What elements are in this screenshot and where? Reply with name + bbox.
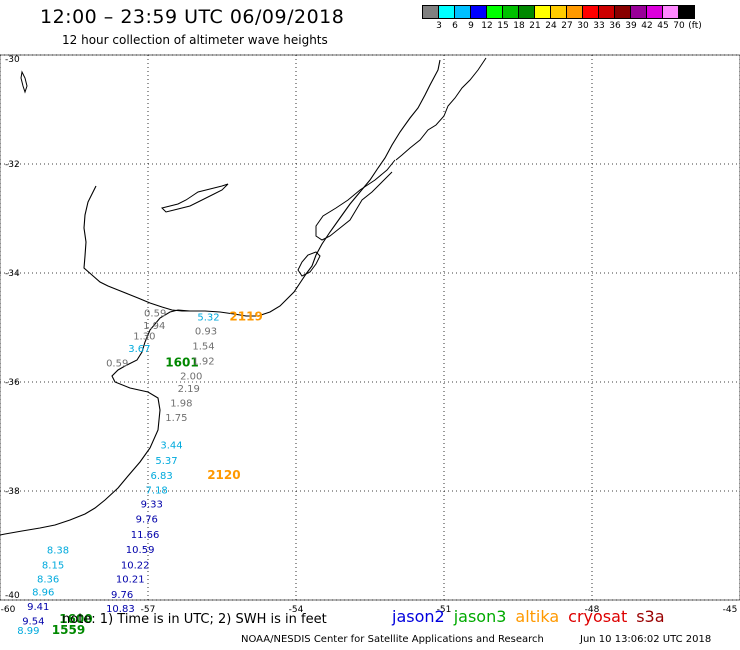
wave-height-label: 8.15	[42, 560, 64, 571]
pass-time-label: 2120	[207, 468, 240, 482]
wave-height-label: 1.30	[133, 331, 155, 342]
wave-height-label: 9.76	[136, 515, 158, 526]
satellite-legend: jason2 jason3 altika cryosat s3a	[392, 607, 674, 626]
wave-height-label: 2.00	[180, 371, 202, 382]
lat-lon-grid	[0, 54, 740, 601]
colorbar-label: 30	[577, 21, 589, 31]
lat-tick-label: -30	[5, 55, 20, 65]
wave-height-label: 9.33	[141, 499, 163, 510]
pass-time-label: 1601	[165, 356, 198, 370]
wave-height-label: 1.54	[192, 341, 214, 352]
lon-tick-label: -54	[289, 605, 304, 615]
colorbar-label: 6	[452, 21, 458, 31]
lat-tick-label: -36	[5, 378, 20, 388]
wave-height-label: 1.98	[170, 399, 192, 410]
wave-height-label: 8.96	[32, 588, 54, 599]
colorbar-label: 27	[561, 21, 573, 31]
wave-height-label: 9.41	[27, 602, 49, 613]
coastline-mainland	[0, 59, 441, 536]
credit-line: NOAA/NESDIS Center for Satellite Applica…	[241, 634, 544, 645]
colorbar-label: (ft)	[688, 21, 702, 31]
wave-height-label: 3.67	[128, 344, 150, 355]
colorbar-label: 70	[673, 21, 685, 31]
legend-item-s3a: s3a	[636, 607, 665, 626]
lon-tick-label: -51	[437, 605, 452, 615]
pass-time-label: 1600	[59, 612, 92, 626]
lat-tick-label: -40	[5, 591, 20, 601]
wave-height-label: 1.92	[192, 357, 214, 368]
units-note: note: 1) Time is in UTC; 2) SWH is in fe…	[62, 612, 327, 627]
colorbar-label: 42	[641, 21, 653, 31]
map-subtitle: 12 hour collection of altimeter wave hei…	[62, 33, 328, 47]
wave-height-label: 5.37	[155, 456, 177, 467]
legend-item-cryosat: cryosat	[568, 607, 628, 626]
wave-height-label: 7.18	[146, 486, 168, 497]
wave-height-label: 8.38	[47, 546, 69, 557]
legend-item-jason2: jason2	[392, 607, 445, 626]
wave-height-label: 10.59	[126, 545, 155, 556]
wave-height-label: 9.54	[22, 617, 44, 628]
coastline-ne-detail	[395, 57, 487, 161]
legend-item-altika: altika	[515, 607, 560, 626]
wave-height-label: 10.21	[116, 575, 145, 586]
colorbar-label: 36	[609, 21, 621, 31]
wave-height-label: 10.83	[106, 604, 135, 615]
coastline-uruguay	[83, 185, 195, 312]
wave-height-label: 9.76	[111, 590, 133, 601]
map-frame	[0, 54, 740, 601]
colorbar-label: 3	[436, 21, 442, 31]
wave-height-label: 1.75	[165, 413, 187, 424]
legend-item-jason3: jason3	[453, 607, 507, 626]
pass-time-label: 2119	[229, 309, 262, 323]
wave-height-label: 3.44	[160, 440, 182, 451]
wave-height-label: 0.93	[195, 327, 217, 338]
wave-height-label: 11.66	[131, 530, 160, 541]
map-title: 12:00 – 23:59 UTC 06/09/2018	[40, 6, 345, 28]
lat-tick-label: -32	[5, 160, 20, 170]
colorbar	[422, 5, 695, 19]
colorbar-swatch	[678, 5, 695, 19]
wave-height-label: 6.83	[150, 471, 172, 482]
wave-height-label: 0.59	[106, 359, 128, 370]
wave-height-label: 10.22	[121, 560, 150, 571]
colorbar-label: 15	[497, 21, 509, 31]
coastline-laguna-dos-patos	[315, 159, 396, 241]
wave-height-label: 5.32	[197, 312, 219, 323]
colorbar-label: 18	[513, 21, 525, 31]
wave-height-label: 2.19	[178, 384, 200, 395]
wave-height-label: 1.94	[143, 321, 165, 332]
colorbar-label: 9	[468, 21, 474, 31]
wave-height-label: 8.99	[17, 626, 39, 637]
colorbar-label: 24	[545, 21, 557, 31]
axis-labels: -60 -57 -54 -51 -48 -45 -30 -32 -34 -36 -38 -40	[1, 55, 738, 615]
lon-tick-label: -48	[585, 605, 600, 615]
wave-height-label: 8.36	[37, 575, 59, 586]
generated-timestamp: Jun 10 13:06:02 UTC 2018	[580, 634, 712, 645]
coastline-river-island	[161, 183, 229, 213]
lon-tick-label: -60	[1, 605, 16, 615]
lat-tick-label: -38	[5, 487, 20, 497]
colorbar-labels: 3 6 9 12 15 18 21 24 27 30 33 36 39 42 45 70 (ft)	[422, 21, 740, 33]
lat-tick-label: -34	[5, 269, 20, 279]
wave-height-label: 0.59	[144, 309, 166, 320]
colorbar-label: 21	[529, 21, 541, 31]
lon-tick-label: -45	[723, 605, 738, 615]
lon-tick-label: -57	[141, 605, 156, 615]
colorbar-label: 12	[481, 21, 493, 31]
colorbar-label: 39	[625, 21, 637, 31]
pass-time-label: 1559	[52, 623, 85, 637]
coastline-small-island	[20, 70, 28, 94]
coastline-lagoon-inner	[297, 251, 321, 277]
colorbar-label: 33	[593, 21, 605, 31]
colorbar-label: 45	[657, 21, 669, 31]
